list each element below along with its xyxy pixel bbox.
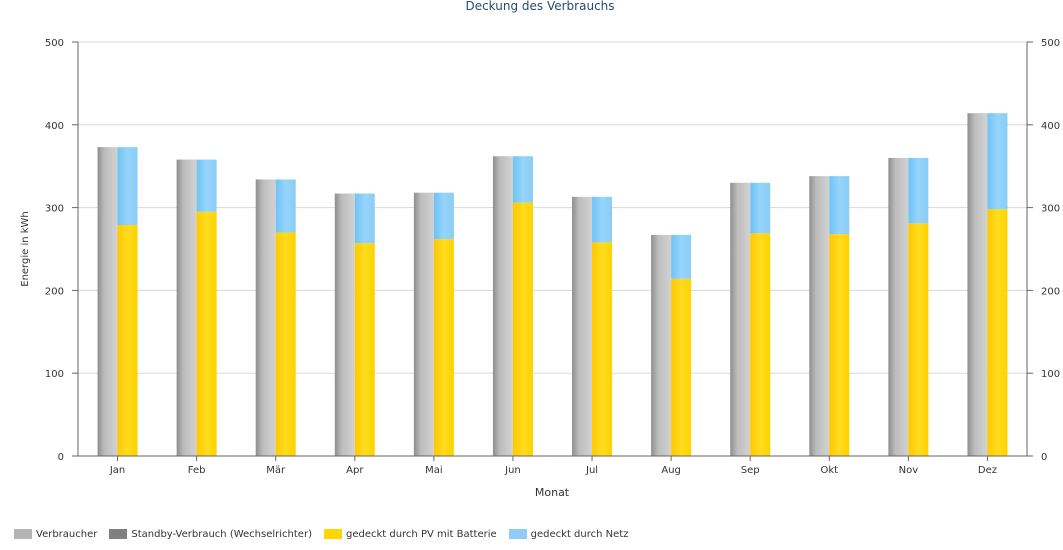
legend-label: gedeckt durch PV mit Batterie <box>345 528 497 540</box>
bar-verbraucher <box>967 113 988 456</box>
chart-title: Deckung des Verbrauchs <box>465 0 614 13</box>
x-tick-label: Mär <box>266 465 286 476</box>
bar-verbraucher <box>176 159 197 457</box>
x-tick-label: Apr <box>346 465 364 476</box>
x-tick-label: Sep <box>741 465 760 476</box>
legend-label: Verbraucher <box>36 528 98 540</box>
bar-gedeckt-durch-netz <box>750 182 771 234</box>
bar-gedeckt-durch-pv-mit-batterie <box>354 243 375 456</box>
legend-item-standby-verbrauch-wechselrichter[interactable]: Standby-Verbrauch (Wechselrichter) <box>109 529 312 540</box>
bar-gedeckt-durch-netz <box>987 113 1008 210</box>
bar-gedeckt-durch-pv-mit-batterie <box>275 232 296 456</box>
bar-gedeckt-durch-pv-mit-batterie <box>512 202 533 456</box>
grid-lines <box>78 41 1027 457</box>
y-tick-label-left: 200 <box>45 286 64 297</box>
bar-verbraucher <box>651 234 672 456</box>
x-tick-label: Jun <box>504 465 521 476</box>
y-tick-label-right: 400 <box>1041 121 1060 132</box>
bars <box>97 113 1008 457</box>
bar-gedeckt-durch-netz <box>196 159 217 212</box>
axes: 0 0 100 100 200 200 300 300 400 400 500 500 Jan Feb Mä… <box>45 38 1060 476</box>
legend-swatch <box>109 529 128 539</box>
bar-gedeckt-durch-pv-mit-batterie <box>829 234 850 456</box>
bar-gedeckt-durch-netz <box>512 156 533 203</box>
y-tick-label-right: 500 <box>1041 38 1060 49</box>
bar-gedeckt-durch-pv-mit-batterie <box>433 239 454 456</box>
bar-verbraucher <box>730 182 751 456</box>
bar-gedeckt-durch-pv-mit-batterie <box>908 223 929 456</box>
bar-verbraucher <box>413 192 434 457</box>
bar-gedeckt-durch-netz <box>671 234 692 279</box>
legend-label: gedeckt durch Netz <box>530 528 629 540</box>
y-axis-title: Energie in kWh <box>20 211 31 287</box>
bar-verbraucher <box>572 196 593 456</box>
x-axis-title: Monat <box>535 486 570 499</box>
y-tick-label-left: 400 <box>45 121 64 132</box>
legend-item-gedeckt-durch-pv-mit-batterie[interactable]: gedeckt durch PV mit Batterie <box>323 528 497 540</box>
y-tick-label-left: 300 <box>45 204 64 215</box>
bar-gedeckt-durch-netz <box>908 157 929 224</box>
legend-swatch <box>14 529 32 539</box>
bar-verbraucher <box>492 156 513 456</box>
x-tick-label: Dez <box>978 465 997 476</box>
y-tick-label-left: 0 <box>58 452 64 463</box>
y-tick-label-left: 500 <box>45 38 64 49</box>
bar-gedeckt-durch-pv-mit-batterie <box>671 278 692 456</box>
y-tick-label-right: 300 <box>1041 204 1060 215</box>
legend-swatch <box>508 529 527 539</box>
bar-verbraucher <box>97 147 118 456</box>
bar-gedeckt-durch-netz <box>354 193 375 244</box>
x-tick-label: Jan <box>109 465 125 476</box>
y-tick-label-right: 200 <box>1041 286 1060 297</box>
bar-gedeckt-durch-pv-mit-batterie <box>750 233 771 456</box>
bar-gedeckt-durch-pv-mit-batterie <box>592 242 613 456</box>
bar-gedeckt-durch-netz <box>592 196 613 243</box>
legend-swatch <box>323 529 342 539</box>
bar-gedeckt-durch-pv-mit-batterie <box>196 211 217 456</box>
x-tick-label: Mai <box>425 465 443 476</box>
x-tick-label: Jul <box>585 465 598 476</box>
bar-gedeckt-durch-netz <box>275 179 296 233</box>
bar-gedeckt-durch-netz <box>829 176 850 235</box>
y-tick-label-right: 100 <box>1041 369 1060 380</box>
bar-verbraucher <box>255 179 276 456</box>
x-tick-label: Aug <box>661 465 681 476</box>
bar-gedeckt-durch-pv-mit-batterie <box>117 224 138 456</box>
y-tick-label-left: 100 <box>45 369 64 380</box>
legend: Verbraucher Standby-Verbrauch (Wechselric… <box>14 526 640 542</box>
bar-verbraucher <box>334 193 355 457</box>
x-tick-label: Okt <box>820 465 838 476</box>
bar-verbraucher <box>888 157 909 457</box>
bar-verbraucher <box>809 176 830 457</box>
chart-canvas: Deckung des Verbrauchs 0 0 100 100 200 200 300… <box>20 0 1060 499</box>
bar-gedeckt-durch-netz <box>117 147 138 225</box>
bar-gedeckt-durch-pv-mit-batterie <box>987 209 1008 456</box>
bar-gedeckt-durch-netz <box>433 192 454 240</box>
x-tick-label: Nov <box>899 465 919 476</box>
legend-item-gedeckt-durch-netz[interactable]: gedeckt durch Netz <box>508 528 629 540</box>
x-tick-label: Feb <box>188 465 206 476</box>
legend-item-verbraucher[interactable]: Verbraucher <box>14 529 97 540</box>
legend-label: Standby-Verbrauch (Wechselrichter) <box>131 528 312 540</box>
y-tick-label-right: 0 <box>1041 452 1047 463</box>
